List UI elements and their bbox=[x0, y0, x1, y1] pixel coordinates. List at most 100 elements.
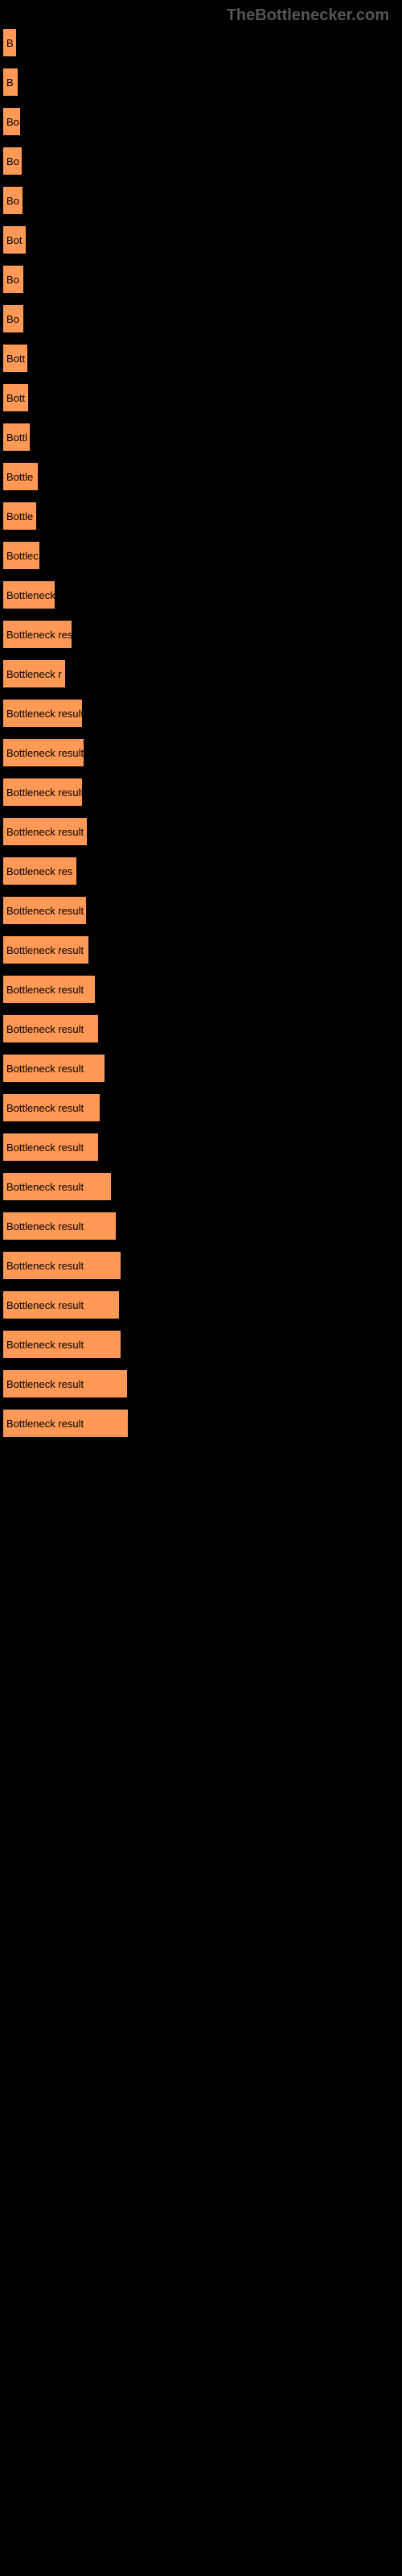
bar: Bott bbox=[3, 345, 27, 372]
bar-row: Bottleneck result bbox=[3, 1251, 399, 1279]
bar-text: Bottleneck bbox=[6, 589, 55, 601]
bar: Bottleneck result bbox=[3, 897, 86, 924]
bar-row: Bo bbox=[3, 107, 399, 135]
bar: Bottleneck result bbox=[3, 700, 82, 727]
bar: Bo bbox=[3, 266, 23, 293]
bar: Bottleneck result bbox=[3, 778, 82, 806]
bar: Bottlec bbox=[3, 542, 39, 569]
bar-text: Bottleneck result bbox=[6, 1220, 84, 1232]
bar-text: B bbox=[6, 76, 14, 89]
bar: Bottleneck result bbox=[3, 976, 95, 1003]
bar: Bottleneck result bbox=[3, 739, 84, 766]
bar: Bottleneck result bbox=[3, 1331, 121, 1358]
bar-row: Bottleneck result bbox=[3, 1172, 399, 1200]
bar: Bottleneck result bbox=[3, 1252, 121, 1279]
bar-row: Bott bbox=[3, 344, 399, 372]
bar: Bottleneck res bbox=[3, 857, 76, 885]
bar-row: Bottleneck result bbox=[3, 778, 399, 806]
bar-row: Bottleneck bbox=[3, 580, 399, 609]
bar: Bo bbox=[3, 147, 22, 175]
bar-row: Bo bbox=[3, 265, 399, 293]
bar-row: B bbox=[3, 28, 399, 56]
bar-row: Bottleneck result bbox=[3, 817, 399, 845]
bar-text: Bottleneck result bbox=[6, 1181, 84, 1193]
bar: Bottleneck result bbox=[3, 1055, 105, 1082]
bar: Bottleneck res bbox=[3, 621, 72, 648]
bar-row: Bottlec bbox=[3, 541, 399, 569]
bar: B bbox=[3, 68, 18, 96]
bar-text: Bo bbox=[6, 116, 19, 128]
bar-text: Bottlec bbox=[6, 550, 39, 562]
bar-text: Bottleneck result bbox=[6, 1299, 84, 1311]
bar-text: Bottle bbox=[6, 471, 33, 483]
bar-row: Bottleneck res bbox=[3, 620, 399, 648]
bar-text: Bottleneck result bbox=[6, 1102, 84, 1114]
bar: Bottleneck result bbox=[3, 1133, 98, 1161]
bar-row: Bo bbox=[3, 186, 399, 214]
bar-row: Bottleneck result bbox=[3, 1212, 399, 1240]
bar-row: Bottleneck result bbox=[3, 699, 399, 727]
bar: Bottl bbox=[3, 423, 30, 451]
bar-text: Bottleneck res bbox=[6, 629, 72, 641]
bar: Bottleneck result bbox=[3, 1410, 128, 1437]
bar-chart: B B Bo Bo Bo Bot Bo Bo Bott Bott Bottl Bottle Bottle… bbox=[0, 28, 402, 1464]
bar: Bott bbox=[3, 384, 28, 411]
brand-text: TheBottlenecker.com bbox=[227, 6, 389, 24]
bar-text: Bot bbox=[6, 234, 23, 246]
bar-text: Bottleneck result bbox=[6, 944, 84, 956]
bar-row: Bot bbox=[3, 225, 399, 254]
bar-row: Bott bbox=[3, 383, 399, 411]
bar-text: Bottleneck result bbox=[6, 1023, 84, 1035]
bar: Bottleneck result bbox=[3, 1015, 98, 1042]
bar-row: Bottleneck result bbox=[3, 1409, 399, 1437]
bar-row: Bottl bbox=[3, 423, 399, 451]
bar: Bottleneck result bbox=[3, 818, 87, 845]
bar-text: Bottleneck res bbox=[6, 865, 72, 877]
bar-text: Bottleneck result bbox=[6, 984, 84, 996]
bar-text: Bottleneck result bbox=[6, 1141, 84, 1154]
bar-row: Bottleneck result bbox=[3, 935, 399, 964]
bar-text: Bottleneck result bbox=[6, 905, 84, 917]
header: TheBottlenecker.com bbox=[0, 0, 402, 28]
bar-text: B bbox=[6, 37, 14, 49]
bar: Bottle bbox=[3, 463, 38, 490]
bar-row: Bottleneck result bbox=[3, 1330, 399, 1358]
bar-text: Bottleneck result bbox=[6, 786, 82, 799]
bar-row: Bottleneck result bbox=[3, 896, 399, 924]
bar: Bo bbox=[3, 108, 20, 135]
bar: Bottle bbox=[3, 502, 36, 530]
bar-text: Bo bbox=[6, 274, 19, 286]
bar-text: Bottleneck result bbox=[6, 1418, 84, 1430]
bar-text: Bottleneck result bbox=[6, 826, 84, 838]
bar: Bo bbox=[3, 305, 23, 332]
bar-text: Bo bbox=[6, 155, 19, 167]
bar: Bottleneck r bbox=[3, 660, 65, 687]
bar-row: Bottleneck result bbox=[3, 975, 399, 1003]
bar-row: Bottleneck result bbox=[3, 1369, 399, 1397]
bar: Bottleneck result bbox=[3, 1094, 100, 1121]
bar: Bottleneck result bbox=[3, 1291, 119, 1319]
bar-row: Bottleneck result bbox=[3, 738, 399, 766]
bar: B bbox=[3, 29, 16, 56]
bar-text: Bottl bbox=[6, 431, 27, 444]
bar-row: Bottleneck res bbox=[3, 857, 399, 885]
bar-row: B bbox=[3, 68, 399, 96]
bar-text: Bottleneck r bbox=[6, 668, 62, 680]
bar-text: Bottleneck result bbox=[6, 1339, 84, 1351]
bar-row: Bottleneck result bbox=[3, 1133, 399, 1161]
bar: Bottleneck result bbox=[3, 1212, 116, 1240]
bar-row: Bottleneck r bbox=[3, 659, 399, 687]
bar: Bottleneck result bbox=[3, 1173, 111, 1200]
bar: Bo bbox=[3, 187, 23, 214]
bar-text: Bottleneck result bbox=[6, 1260, 84, 1272]
bar-row: Bottle bbox=[3, 502, 399, 530]
bar-text: Bottleneck result bbox=[6, 747, 84, 759]
bar-text: Bott bbox=[6, 353, 25, 365]
bar-row: Bottleneck result bbox=[3, 1014, 399, 1042]
bar-text: Bottleneck result bbox=[6, 708, 82, 720]
bar-row: Bo bbox=[3, 304, 399, 332]
bar: Bot bbox=[3, 226, 26, 254]
bar-text: Bott bbox=[6, 392, 25, 404]
bar-text: Bottleneck result bbox=[6, 1063, 84, 1075]
bar-text: Bottle bbox=[6, 510, 33, 522]
